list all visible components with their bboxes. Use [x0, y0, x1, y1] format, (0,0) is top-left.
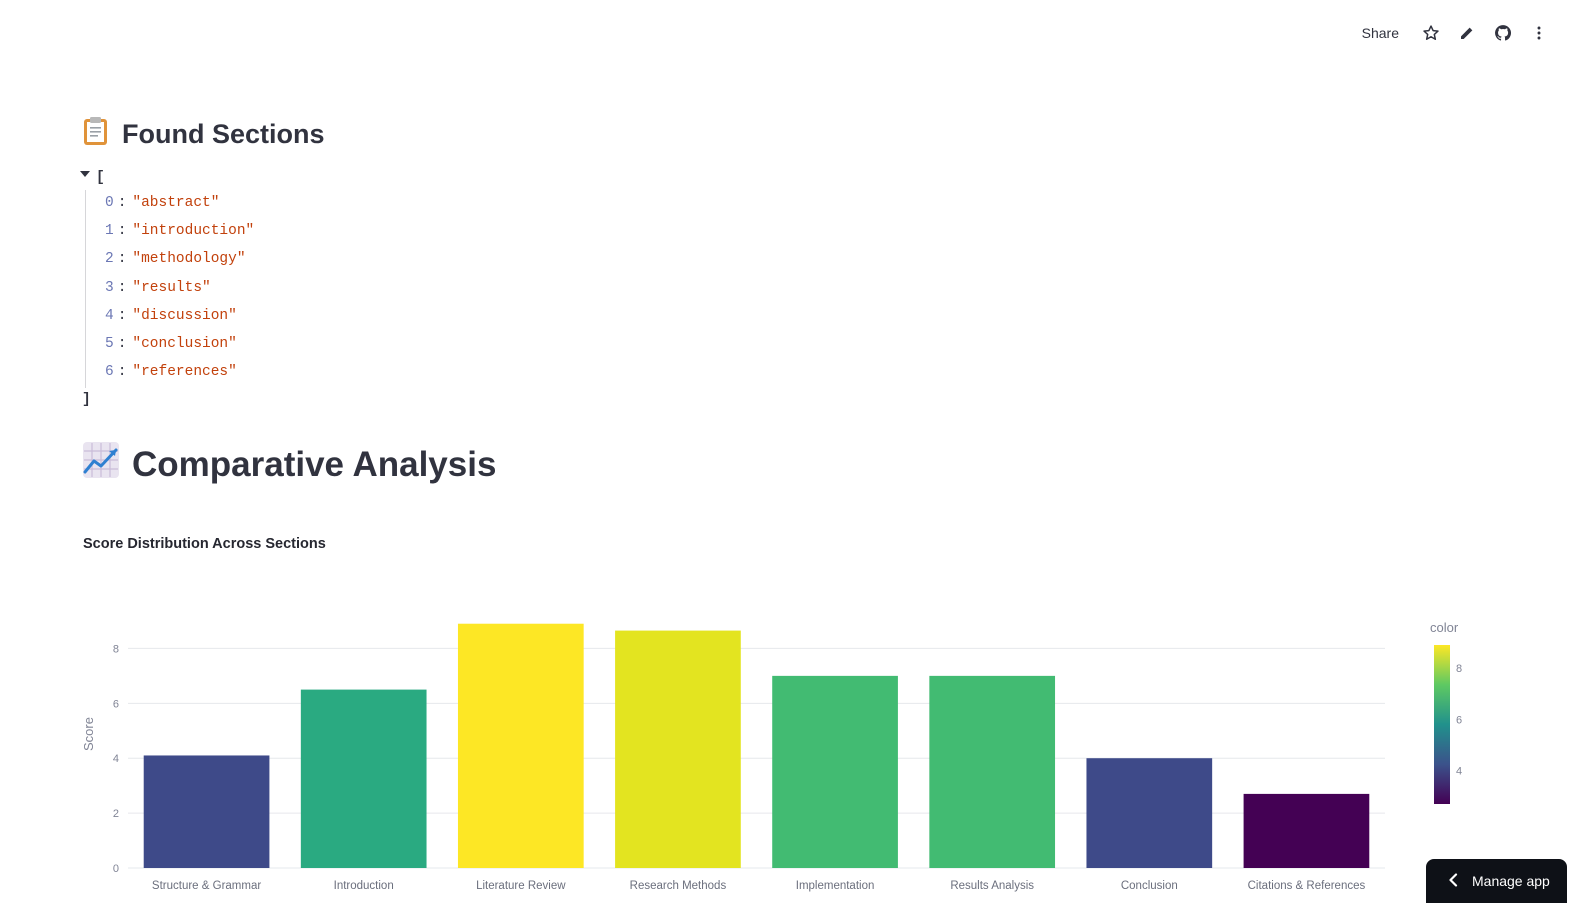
y-tick-label: 2	[113, 808, 119, 820]
y-tick-label: 4	[113, 753, 119, 765]
json-entry-index: 6	[105, 364, 114, 381]
manage-app-button[interactable]: Manage app	[1426, 859, 1567, 903]
chart-increasing-icon	[82, 441, 120, 488]
json-indent-guide	[85, 190, 86, 388]
bar	[143, 755, 270, 868]
json-entry-value: "methodology"	[132, 251, 246, 268]
bar	[1086, 758, 1213, 868]
json-entry-value: "discussion"	[132, 307, 237, 324]
colorbar-tick-label: 6	[1456, 714, 1462, 726]
json-entry-colon: :	[117, 195, 127, 211]
colorbar	[1434, 645, 1450, 804]
comparative-analysis-heading: Comparative Analysis	[82, 441, 496, 488]
chevron-left-icon	[1448, 872, 1458, 890]
json-entry: 0: "abstract"	[105, 195, 219, 211]
github-icon[interactable]	[1485, 18, 1521, 48]
x-tick-label: Introduction	[334, 880, 394, 892]
json-entry-colon: :	[117, 364, 127, 381]
share-button[interactable]: Share	[1361, 25, 1399, 41]
json-entry-colon: :	[117, 223, 127, 240]
bar	[457, 623, 584, 868]
y-axis-title: Score	[81, 717, 96, 751]
colorbar-tick-label: 8	[1456, 663, 1462, 675]
x-tick-label: Research Methods	[630, 880, 727, 892]
json-entry: 3: "results"	[105, 280, 211, 296]
star-icon[interactable]	[1413, 18, 1449, 48]
top-toolbar: Share	[1362, 18, 1557, 48]
json-entry-value: "results"	[132, 279, 211, 296]
json-entry-value: "introduction"	[132, 223, 255, 240]
json-open-bracket: [	[96, 170, 105, 186]
colorbar-title: color	[1430, 620, 1459, 635]
bar	[1243, 793, 1370, 868]
json-entry-colon: :	[117, 279, 127, 296]
json-entry: 6: "references"	[105, 364, 237, 380]
json-entry: 1: "introduction"	[105, 223, 254, 239]
manage-app-label: Manage app	[1472, 873, 1550, 889]
found-sections-title: Found Sections	[122, 119, 325, 149]
json-entry-value: "conclusion"	[132, 336, 237, 352]
bar	[300, 689, 427, 868]
y-tick-label: 6	[113, 698, 119, 710]
x-tick-label: Results Analysis	[950, 880, 1034, 892]
x-tick-label: Literature Review	[476, 880, 566, 892]
json-entry-index: 0	[105, 195, 114, 211]
json-entry: 4: "discussion"	[105, 308, 237, 324]
json-entry: 5: "conclusion"	[105, 336, 237, 352]
x-tick-label: Citations & References	[1248, 880, 1366, 892]
json-entry-value: "abstract"	[132, 195, 220, 211]
x-tick-label: Structure & Grammar	[152, 880, 261, 892]
more-vertical-icon[interactable]	[1521, 18, 1557, 48]
json-entry-index: 3	[105, 279, 114, 296]
chart-title: Score Distribution Across Sections	[83, 536, 326, 552]
json-entry: 2: "methodology"	[105, 251, 246, 267]
collapse-toggle-icon[interactable]	[80, 171, 90, 177]
bar	[772, 675, 898, 868]
json-entry-colon: :	[117, 336, 127, 352]
pencil-icon[interactable]	[1449, 18, 1485, 48]
x-tick-label: Conclusion	[1121, 880, 1178, 892]
bar	[615, 630, 741, 868]
y-tick-label: 0	[113, 863, 119, 875]
clipboard-icon	[82, 116, 110, 153]
json-entry-colon: :	[117, 307, 127, 324]
colorbar-tick-label: 4	[1456, 766, 1462, 778]
json-entry-index: 1	[105, 223, 114, 240]
json-entry-index: 5	[105, 336, 114, 352]
json-close-bracket: ]	[82, 392, 91, 408]
json-entry-value: "references"	[132, 364, 237, 381]
json-entry-index: 2	[105, 251, 114, 268]
json-entry-colon: :	[117, 251, 127, 268]
json-entry-index: 4	[105, 307, 114, 324]
comparative-analysis-title: Comparative Analysis	[132, 444, 497, 484]
bar	[929, 675, 1056, 868]
y-tick-label: 8	[113, 643, 119, 655]
x-tick-label: Implementation	[796, 880, 875, 892]
found-sections-heading: Found Sections	[82, 116, 325, 153]
